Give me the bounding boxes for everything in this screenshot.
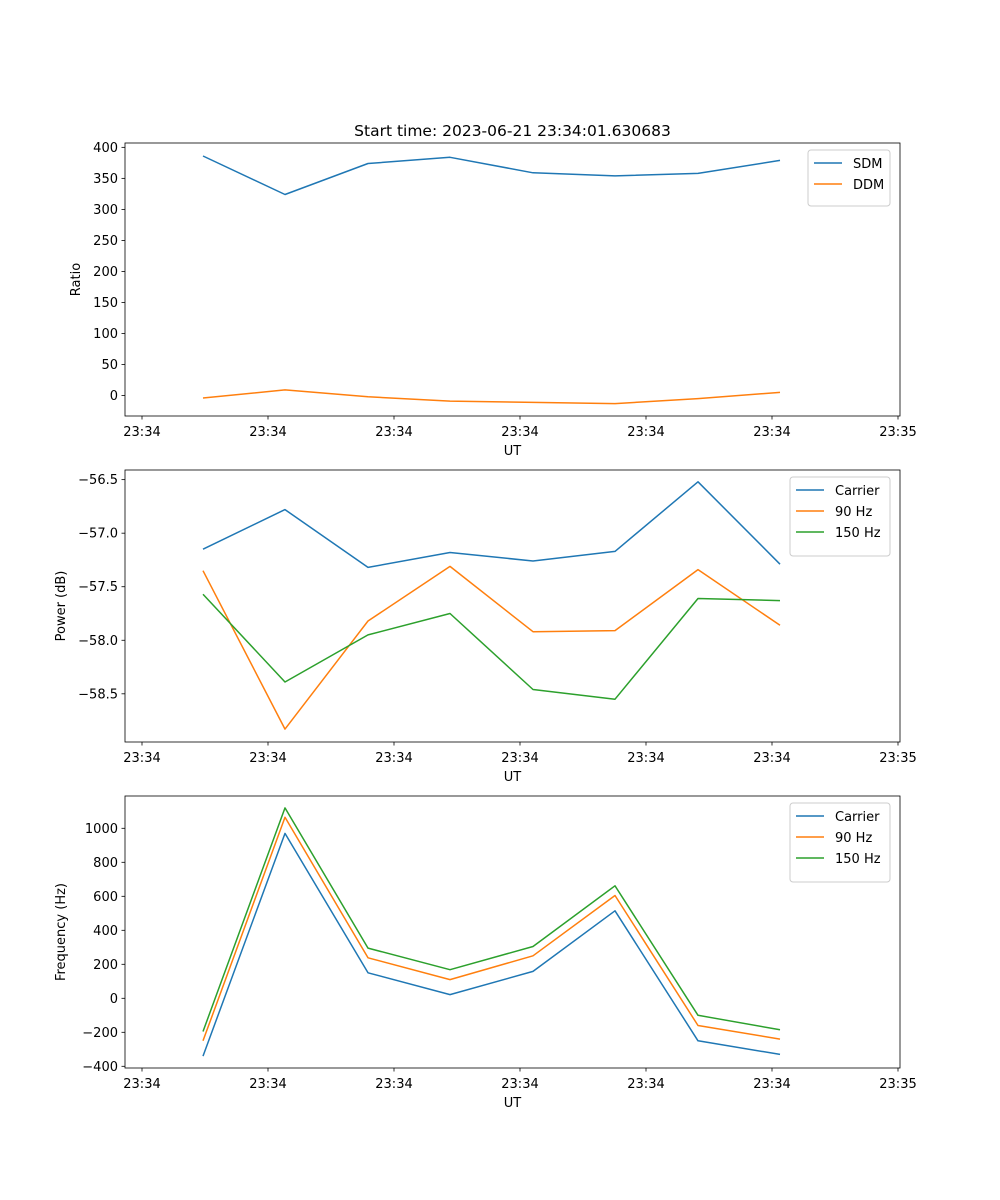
- chart-panel-3: −400 −200 0 200 400 600 800 1000 23:34 23:34 23:34…: [54, 795, 917, 1111]
- axes-frame: [124, 795, 901, 1069]
- y-tick-label: −57.0: [78, 527, 118, 542]
- x-tick-label: 23:34: [501, 1077, 538, 1092]
- x-tick-label: 23:34: [123, 1077, 160, 1092]
- series-line-carrier: [202, 832, 781, 1057]
- x-axis-label: UT: [504, 444, 522, 459]
- y-axis-label: Power (dB): [54, 571, 69, 642]
- series-line-90-hz: [202, 816, 781, 1042]
- x-tick-label: 23:34: [123, 751, 160, 766]
- legend-box: [789, 802, 891, 883]
- x-tick-label: 23:34: [627, 751, 664, 766]
- x-tick-label: 23:34: [753, 751, 790, 766]
- y-tick-label: 350: [93, 172, 118, 187]
- y-tick-label: 150: [93, 296, 118, 311]
- y-tick-label: 0: [110, 992, 118, 1007]
- x-tick-label: 23:34: [627, 1077, 664, 1092]
- y-tick-label: −56.5: [78, 473, 118, 488]
- y-tick-label: 250: [93, 234, 118, 249]
- y-tick-label: −57.5: [78, 580, 118, 595]
- legend-label: Carrier: [835, 484, 880, 499]
- series-line-ddm: [202, 389, 781, 405]
- y-tick-label: 400: [93, 924, 118, 939]
- x-tick-label: 23:35: [879, 751, 916, 766]
- y-tick-label: 1000: [85, 822, 118, 837]
- legend-label: 150 Hz: [835, 526, 881, 541]
- y-tick-label: 800: [93, 856, 118, 871]
- y-tick-label: 400: [93, 141, 118, 156]
- y-tick-label: −200: [82, 1026, 118, 1041]
- y-axis-label: Frequency (Hz): [54, 883, 69, 981]
- x-tick-label: 23:34: [123, 425, 160, 440]
- y-tick-label: 300: [93, 203, 118, 218]
- x-tick-label: 23:34: [753, 425, 790, 440]
- x-tick-label: 23:34: [375, 1077, 412, 1092]
- y-tick-label: −400: [82, 1060, 118, 1075]
- legend-label: 90 Hz: [835, 831, 872, 846]
- x-tick-label: 23:34: [753, 1077, 790, 1092]
- y-tick-label: 0: [110, 389, 118, 404]
- y-tick-label: −58.0: [78, 634, 118, 649]
- legend-box: [807, 149, 891, 207]
- y-tick-label: 200: [93, 958, 118, 973]
- x-tick-label: 23:34: [249, 1077, 286, 1092]
- x-tick-label: 23:34: [501, 425, 538, 440]
- y-axis-label: Ratio: [69, 263, 84, 296]
- chart-panel-2: −58.5 −58.0 −57.5 −57.0 −56.5 23:34 23:34 23:34…: [54, 469, 917, 785]
- series-line-sdm: [202, 155, 781, 196]
- chart-panel-1: 0 50 100 150 200 250 300 350 400 23:34 23:34 23:34 2…: [69, 122, 917, 459]
- y-tick-label: 200: [93, 265, 118, 280]
- legend: Carrier 90 Hz 150 Hz: [789, 476, 891, 557]
- series-line-150-hz: [202, 593, 781, 700]
- legend-label: DDM: [853, 178, 884, 193]
- legend-label: 150 Hz: [835, 852, 881, 867]
- axes-frame: [124, 142, 901, 417]
- x-tick-label: 23:35: [879, 1077, 916, 1092]
- legend: Carrier 90 Hz 150 Hz: [789, 802, 891, 883]
- legend-label: 90 Hz: [835, 505, 872, 520]
- x-tick-label: 23:34: [375, 425, 412, 440]
- legend-label: Carrier: [835, 810, 880, 825]
- axes-frame: [124, 469, 901, 743]
- y-tick-label: −58.5: [78, 687, 118, 702]
- x-axis-label: UT: [504, 770, 522, 785]
- x-tick-label: 23:34: [249, 425, 286, 440]
- x-axis-label: UT: [504, 1096, 522, 1111]
- x-tick-label: 23:34: [375, 751, 412, 766]
- x-tick-label: 23:34: [627, 425, 664, 440]
- y-tick-label: 600: [93, 890, 118, 905]
- x-tick-label: 23:35: [879, 425, 916, 440]
- legend: SDM DDM: [807, 149, 891, 207]
- series-line-150-hz: [202, 807, 781, 1032]
- y-tick-label: 50: [101, 358, 118, 373]
- chart-title: Start time: 2023-06-21 23:34:01.630683: [354, 122, 671, 140]
- x-tick-label: 23:34: [501, 751, 538, 766]
- series-line-90-hz: [202, 565, 781, 730]
- x-tick-label: 23:34: [249, 751, 286, 766]
- legend-label: SDM: [853, 157, 882, 172]
- y-tick-label: 100: [93, 327, 118, 342]
- series-line-carrier: [202, 481, 781, 569]
- legend-box: [789, 476, 891, 557]
